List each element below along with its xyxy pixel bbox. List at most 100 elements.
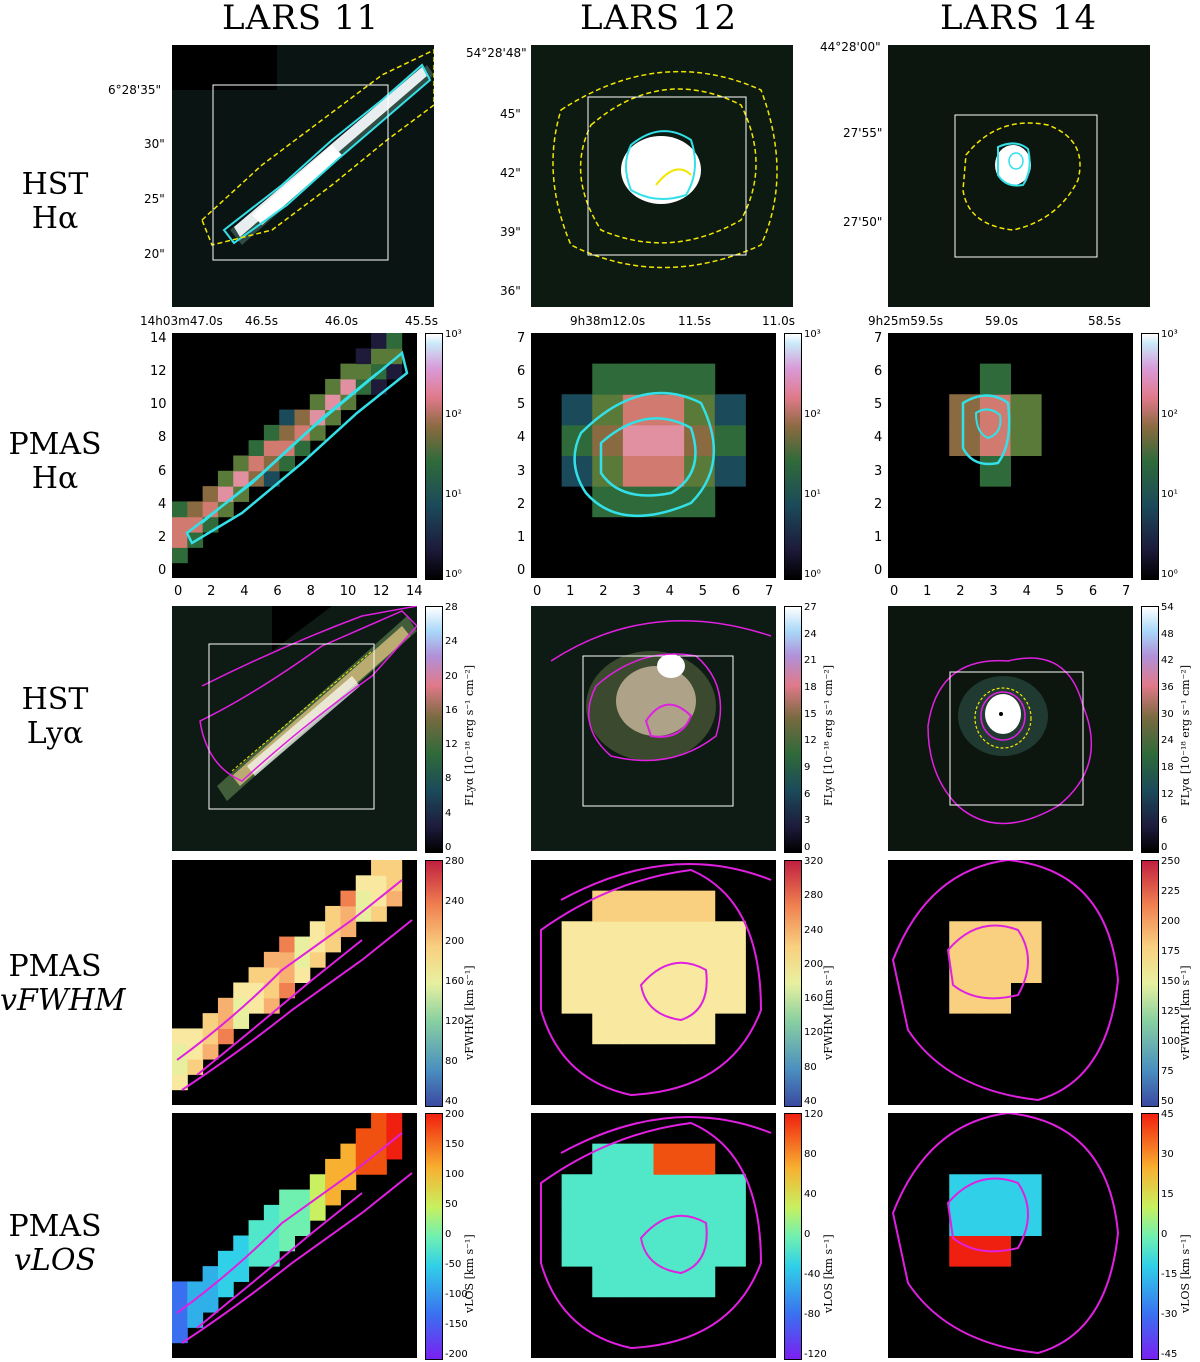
map-pixel — [263, 1204, 280, 1221]
hst-ha-panel-lars11 — [172, 45, 434, 307]
colorbar-tick: 6 — [1161, 815, 1168, 827]
colorbar-tick: 200 — [1161, 916, 1181, 927]
map-pixel — [561, 951, 593, 983]
colorbar-tick: 45 — [1161, 1109, 1174, 1120]
colorbar-tick: 50 — [445, 1199, 458, 1210]
map-pixel — [279, 440, 295, 456]
map-pixel — [371, 875, 387, 892]
colorbar-tick: 27 — [804, 602, 817, 613]
colorbar-tick: 20 — [445, 670, 458, 682]
x-axis-tick: 0 — [174, 584, 183, 599]
map-pixel — [325, 1158, 341, 1175]
colorbar-tick: 10² — [804, 409, 821, 420]
y-axis-tick: 4 — [158, 496, 167, 512]
contour-line — [891, 860, 1120, 1102]
map-pixel — [309, 1174, 326, 1191]
x-axis-tick: 4 — [240, 584, 249, 599]
map-pixel — [355, 1128, 372, 1145]
colorbar-tick: 125 — [1161, 1006, 1181, 1017]
colorbar-tick: 18 — [804, 682, 817, 693]
contour-line — [639, 1214, 708, 1275]
colorbar-tick: 120 — [804, 1027, 824, 1039]
map-pixel — [653, 982, 685, 1014]
colorbar-tick: 0 — [1161, 1229, 1168, 1240]
ra-tick: 11.0s — [762, 314, 795, 328]
dec-tick: 44°28'00" — [820, 40, 881, 54]
map-pixel — [294, 440, 311, 456]
dec-tick: 25" — [144, 192, 165, 206]
map-pixel — [202, 1296, 219, 1313]
map-pixel — [355, 875, 372, 892]
colorbar-tick: 225 — [1161, 886, 1181, 897]
map-pixel — [263, 982, 280, 999]
hst-ha-panel-lars12 — [531, 45, 793, 307]
y-axis-tick: 3 — [874, 463, 883, 479]
colorbar-tick: 16 — [445, 704, 458, 716]
ra-tick: 11.5s — [678, 314, 711, 328]
x-axis-tick: 5 — [698, 584, 707, 599]
colorbar-tick: -45 — [1161, 1349, 1178, 1360]
map-pixel — [371, 333, 387, 349]
row-label-hst-lya: HST Lyα — [21, 682, 89, 751]
map-pixel — [172, 532, 188, 548]
contour-line — [573, 391, 716, 518]
map-pixel — [622, 1174, 654, 1206]
contour-line — [201, 372, 378, 524]
contour-line — [961, 394, 1011, 466]
colorbar-tick: 9 — [804, 762, 811, 773]
column-title-lars11: LARS 11 — [222, 0, 380, 38]
map-pixel — [233, 486, 250, 502]
map-pixel — [949, 1174, 981, 1206]
map-pixel — [371, 1128, 387, 1145]
ra-tick: 9h25m59.5s — [868, 314, 944, 328]
map-pixel — [202, 1266, 219, 1282]
colorbar-tick: 280 — [804, 890, 824, 902]
x-axis-tick: 3 — [989, 584, 998, 599]
y-axis-tick: 6 — [158, 463, 167, 479]
x-axis-tick: 2 — [956, 584, 965, 599]
map-pixel — [386, 1128, 403, 1145]
map-pixel — [263, 951, 280, 968]
map-pixel — [172, 1327, 188, 1344]
y-axis-tick: 1 — [517, 529, 526, 545]
map-pixel — [561, 394, 593, 426]
map-pixel — [949, 921, 981, 953]
map-pixel — [187, 1312, 204, 1328]
map-pixel — [279, 1189, 295, 1206]
y-axis-tick: 4 — [517, 430, 526, 446]
dec-tick: 27'55" — [843, 126, 883, 140]
map-pixel — [248, 967, 265, 983]
colorbar-tick: 160 — [804, 993, 824, 1005]
colorbar-unit-label: vLOS [km s⁻¹] — [1179, 1234, 1192, 1313]
dec-tick: 42" — [500, 166, 521, 180]
x-axis-tick: 0 — [890, 584, 899, 599]
contour-line — [181, 1172, 413, 1344]
map-pixel — [279, 409, 295, 426]
colorbar-tick: 160 — [445, 976, 465, 987]
map-pixel — [561, 1174, 593, 1206]
hst-ha-panel-lars14 — [888, 45, 1150, 307]
y-axis-tick: 7 — [517, 331, 526, 346]
map-pixel — [371, 1113, 387, 1129]
map-pixel — [684, 921, 716, 953]
map-pixel — [248, 982, 265, 999]
contour-line — [196, 939, 363, 1076]
map-pixel — [187, 1028, 204, 1045]
colorbar-tick: -100 — [445, 1289, 468, 1300]
map-pixel — [233, 1266, 250, 1282]
colorbar-tick: 80 — [804, 1061, 817, 1073]
map-pixel — [371, 860, 387, 876]
map-pixel — [217, 1028, 234, 1045]
row-label-pmas-los: PMAS vLOS — [8, 1209, 102, 1278]
map-pixel — [653, 363, 685, 395]
colorbar-tick: 120 — [804, 1109, 824, 1120]
hst-ha-image-lars11 — [172, 45, 434, 307]
contour-line — [540, 1121, 763, 1350]
map-pixel — [233, 455, 250, 472]
y-axis-tick: 4 — [874, 430, 883, 446]
pmas-ha-panel-lars14 — [888, 333, 1133, 578]
y-axis-tick: 12 — [150, 364, 167, 380]
map-pixel — [371, 348, 387, 365]
map-pixel — [653, 1143, 685, 1175]
contour-line — [176, 1132, 403, 1314]
